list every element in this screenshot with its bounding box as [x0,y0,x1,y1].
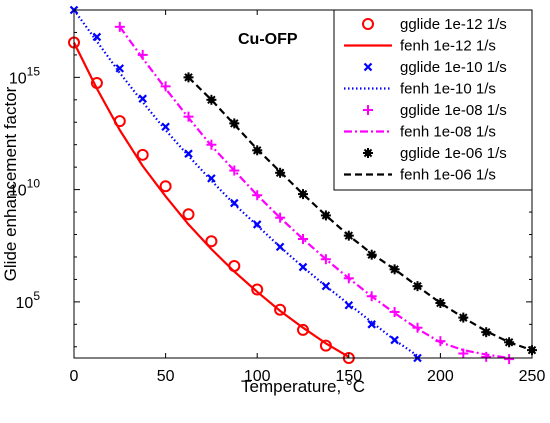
data-point [184,149,193,158]
legend-item: fenh 1e-08 1/s [344,124,496,141]
legend-item: gglide 1e-06 1/s [363,145,507,162]
legend-box [333,9,533,191]
star-marker-stroke [363,148,373,158]
data-point [115,64,125,73]
star-marker-stroke [298,189,308,199]
legend-label: gglide 1e-10 1/s [400,59,507,76]
legend-item: gglide 1e-08 1/s [363,102,507,119]
star-marker-stroke [390,265,399,274]
data-point [138,94,147,103]
star-marker-stroke [184,73,193,82]
x-tick-label: 250 [519,368,546,385]
legend: gglide 1e-12 1/s fenh 1e-12 1/s gglide 1e-… [333,9,533,191]
material-annotation: Cu-OFP [238,31,298,48]
y-tick-label: 105 [16,289,41,312]
x-marker-stroke [161,122,170,132]
x-marker-stroke [390,335,399,345]
x-tick-label: 150 [335,368,362,385]
data-point [363,62,373,72]
legend-item: fenh 1e-12 1/s [344,38,496,55]
x-marker-stroke [115,64,125,73]
data-point [274,303,287,316]
x-tick-label: 0 [70,368,79,385]
legend-label: gglide 1e-06 1/s [400,145,507,162]
data-point [390,335,399,345]
series-line [118,26,510,360]
data-point [182,208,195,221]
x-marker-stroke [252,220,262,229]
data-point [363,148,373,158]
legend-label: gglide 1e-08 1/s [400,102,507,119]
series-fenh-1e-08-1-s [118,26,510,360]
data-point [205,235,218,248]
data-point [252,190,263,201]
star-marker-stroke [321,211,331,220]
data-point [251,283,264,296]
series-fenh-1e-10-1-s [73,9,419,357]
series-line [73,42,350,358]
x-tick-label: 100 [244,368,271,385]
x-marker-stroke [92,32,102,42]
star-marker-stroke [481,327,491,337]
x-marker-stroke [363,62,373,72]
data-point [252,220,262,229]
legend-item: fenh 1e-06 1/s [344,167,496,184]
legend-item: fenh 1e-10 1/s [344,81,496,98]
data-point [458,348,469,359]
x-marker-stroke [275,242,285,252]
y-tick-label: 1015 [9,64,40,87]
legend-label: fenh 1e-06 1/s [400,167,496,184]
x-marker-stroke [138,94,147,103]
data-point [367,320,376,329]
data-point [504,354,515,365]
data-point [275,242,285,252]
legend-item: gglide 1e-10 1/s [363,59,507,76]
x-axis-label: Temperature, °C [241,377,365,396]
y-tick-label: 1010 [9,177,40,200]
legend-label: gglide 1e-12 1/s [400,16,507,33]
series-line [73,9,419,357]
legend-label: fenh 1e-12 1/s [400,38,496,55]
x-marker-stroke [184,149,193,158]
data-point [363,105,373,115]
ticks-layer: 0 50 100 150 200 250 105 1010 1015 [9,9,546,385]
data-point [321,281,331,291]
data-point [92,32,102,42]
y-axis-label: Glide enhancement factor [1,86,20,281]
series-fenh-1e-06-1-s [187,76,533,352]
data-point [207,174,216,183]
x-marker-stroke [230,198,239,208]
x-marker-stroke [207,174,216,183]
series-line [187,76,533,352]
data-point [362,18,374,30]
data-point [275,212,286,223]
data-point [160,81,171,92]
data-point [161,122,170,132]
legend-item: gglide 1e-12 1/s [362,16,507,33]
x-marker-stroke [367,320,376,329]
data-point [136,148,149,161]
star-marker-stroke [207,95,216,105]
data-point [298,234,308,245]
x-marker-stroke [321,281,331,291]
legend-label: fenh 1e-10 1/s [400,81,496,98]
star-marker-stroke [230,119,239,128]
data-point [159,180,172,193]
legend-label: fenh 1e-08 1/s [400,124,496,141]
star-marker-stroke [436,298,445,308]
series-fenh-1e-12-1-s [73,42,350,358]
x-tick-label: 50 [157,368,175,385]
x-tick-label: 200 [427,368,454,385]
